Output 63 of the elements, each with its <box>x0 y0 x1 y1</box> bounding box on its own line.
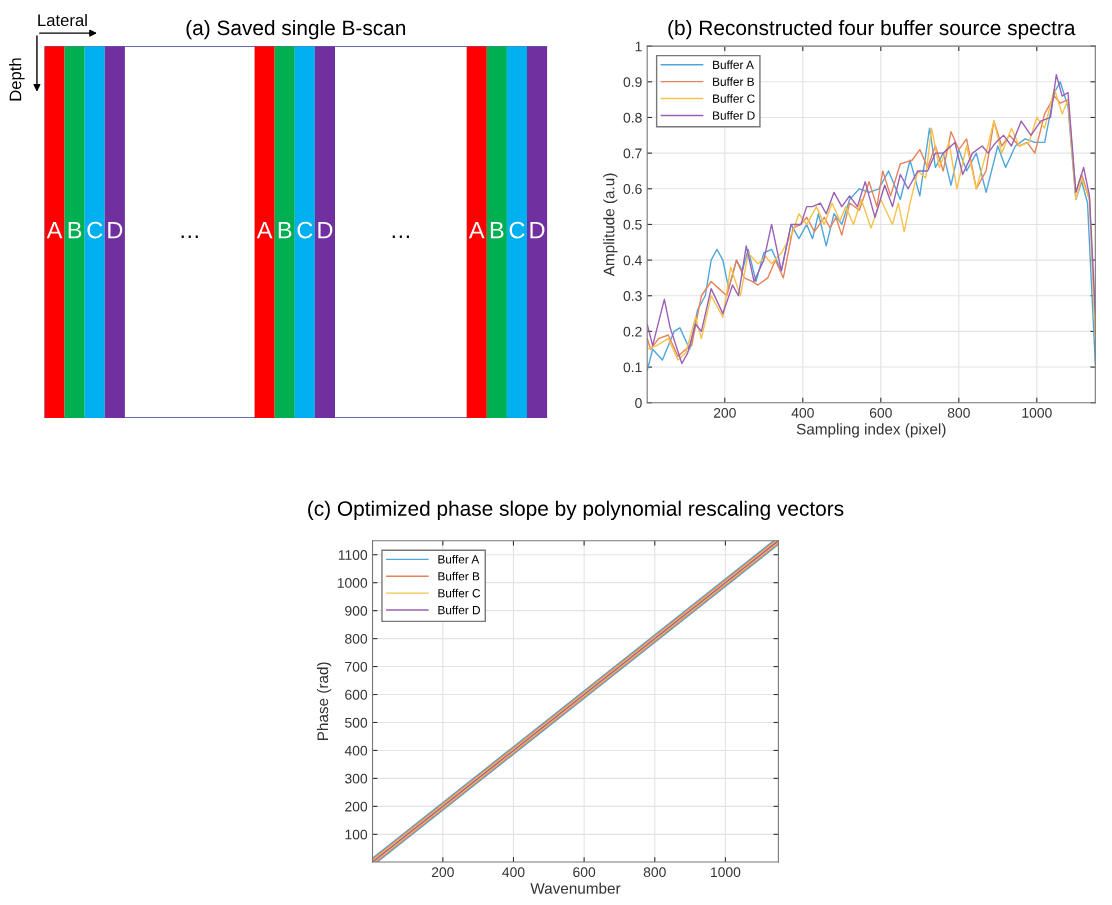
y-tick-label: 900 <box>345 605 368 616</box>
category-label: C <box>509 221 525 239</box>
category-label: A <box>256 221 273 239</box>
y-tick-label: 600 <box>345 689 368 700</box>
y-tick-label: 300 <box>345 773 368 784</box>
y-tick-label: 700 <box>345 661 368 672</box>
x-tick-label: 1000 <box>711 867 741 878</box>
y-tick-label: 0.6 <box>623 184 642 194</box>
category-label: D <box>108 221 123 239</box>
chart-title: (c) Optimized phase slope by polynomial rescaling vectors <box>308 500 844 521</box>
y-tick-label: 0.7 <box>623 148 642 159</box>
category-label: D <box>530 221 545 239</box>
y-tick-label: 0 <box>635 398 642 408</box>
chart-title: (b) Reconstructed four buffer source spectra <box>668 19 1076 40</box>
y-axis-title: Amplitude (a.u) <box>603 173 618 277</box>
y-tick-label: 0.2 <box>623 326 642 337</box>
category-label: A <box>46 221 63 239</box>
x-tick-label: 800 <box>643 867 666 878</box>
x-axis-title: Wavenumber <box>530 882 621 894</box>
text: Depth <box>9 58 25 101</box>
x-tick-label: 200 <box>431 867 454 878</box>
category-label: B <box>490 221 504 239</box>
x-tick-label: 200 <box>713 407 736 418</box>
text: … <box>392 235 409 238</box>
x-tick-label: 600 <box>573 867 596 878</box>
x-tick-label: 600 <box>869 407 892 418</box>
x-tick-label: 1000 <box>1022 407 1052 418</box>
legend-label: Buffer B <box>713 77 754 86</box>
text: … <box>181 235 198 238</box>
y-tick-label: 400 <box>344 745 368 756</box>
y-tick-label: 0.1 <box>623 362 642 373</box>
y-tick-label: 0.3 <box>623 291 642 301</box>
category-label: B <box>68 221 82 239</box>
y-tick-label: 200 <box>345 801 368 812</box>
legend-label: Buffer B <box>438 571 480 581</box>
y-tick-label: 800 <box>345 633 368 644</box>
category-label: B <box>278 221 292 239</box>
x-axis-title: Sampling index (pixel) <box>796 423 946 438</box>
legend-label: Buffer A <box>438 554 480 564</box>
y-tick-label: 1000 <box>337 578 368 588</box>
text: (a) Saved single B-scan <box>186 19 406 40</box>
y-tick-label: 0.4 <box>623 255 642 266</box>
x-tick-label: 400 <box>791 407 814 418</box>
x-tick-label: 400 <box>502 867 525 878</box>
y-tick-label: 1100 <box>338 550 368 560</box>
legend-label: Buffer C <box>713 94 755 103</box>
legend-label: Buffer A <box>713 60 754 69</box>
x-tick-label: 800 <box>947 407 970 418</box>
category-label: C <box>87 221 103 239</box>
text: Lateral <box>38 13 87 27</box>
legend-label: Buffer C <box>438 588 481 598</box>
y-tick-label: 1 <box>635 41 642 52</box>
category-label: C <box>297 221 313 239</box>
category-label: A <box>468 221 485 239</box>
y-tick-label: 0.5 <box>623 219 642 230</box>
y-tick-label: 100 <box>345 829 368 840</box>
legend-label: Buffer D <box>713 111 755 120</box>
category-label: D <box>318 221 333 239</box>
y-axis-title: Phase (rad) <box>316 662 332 741</box>
legend-label: Buffer D <box>438 605 480 615</box>
y-tick-label: 500 <box>345 717 368 728</box>
y-tick-label: 0.8 <box>623 112 642 123</box>
y-tick-label: 0.9 <box>623 77 642 87</box>
